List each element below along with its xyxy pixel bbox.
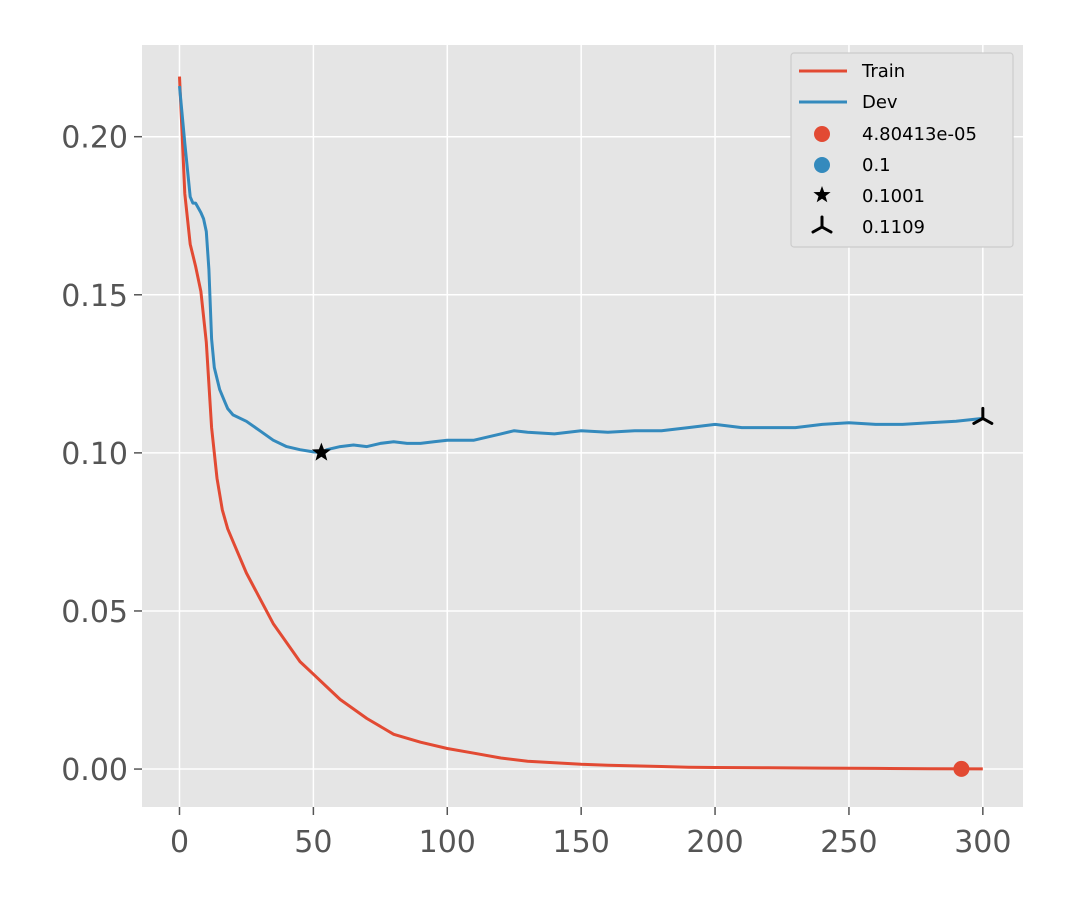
legend-star-icon xyxy=(813,186,831,203)
x-tick-label: 250 xyxy=(820,825,877,860)
legend-label-dev-value: 0.1 xyxy=(862,155,891,176)
legend-label-dev-last: 0.1109 xyxy=(862,217,925,238)
x-tick-label: 300 xyxy=(954,825,1011,860)
y-tick-label: 0.15 xyxy=(61,279,128,314)
dev-last-tri-marker xyxy=(972,406,994,425)
series-line-train xyxy=(178,76,983,771)
y-tick-label: 0.00 xyxy=(61,753,128,788)
y-tick-label: 0.10 xyxy=(61,437,128,472)
x-tick-label: 0 xyxy=(170,825,189,860)
train-min-marker xyxy=(953,760,970,777)
legend-label-dev: Dev xyxy=(862,92,898,113)
legend-label-train-min: 4.80413e-05 xyxy=(862,124,977,145)
x-tick-label: 200 xyxy=(686,825,743,860)
y-axis-ticks: 0.00 0.05 0.10 0.15 0.20 xyxy=(61,121,142,788)
y-tick-label: 0.20 xyxy=(61,121,128,156)
legend-dev-marker-icon xyxy=(814,157,830,173)
y-tick-label: 0.05 xyxy=(61,595,128,630)
dev-min-star-marker xyxy=(311,442,331,461)
x-axis-ticks: 0 50 100 150 200 250 300 xyxy=(170,807,1011,860)
legend: Train Dev 4.80413e-05 0.1 0.1001 0.1109 xyxy=(790,52,1014,248)
x-tick-label: 50 xyxy=(294,825,332,860)
series-lines xyxy=(178,76,983,771)
x-tick-label: 100 xyxy=(419,825,476,860)
x-tick-label: 150 xyxy=(553,825,610,860)
legend-train-min-marker-icon xyxy=(814,126,830,142)
series-markers xyxy=(311,406,994,777)
legend-label-train: Train xyxy=(861,61,905,82)
grid-lines xyxy=(142,45,1023,807)
series-line-dev xyxy=(178,85,983,455)
legend-tri-down-icon xyxy=(811,215,833,234)
legend-label-dev-min: 0.1001 xyxy=(862,186,925,207)
